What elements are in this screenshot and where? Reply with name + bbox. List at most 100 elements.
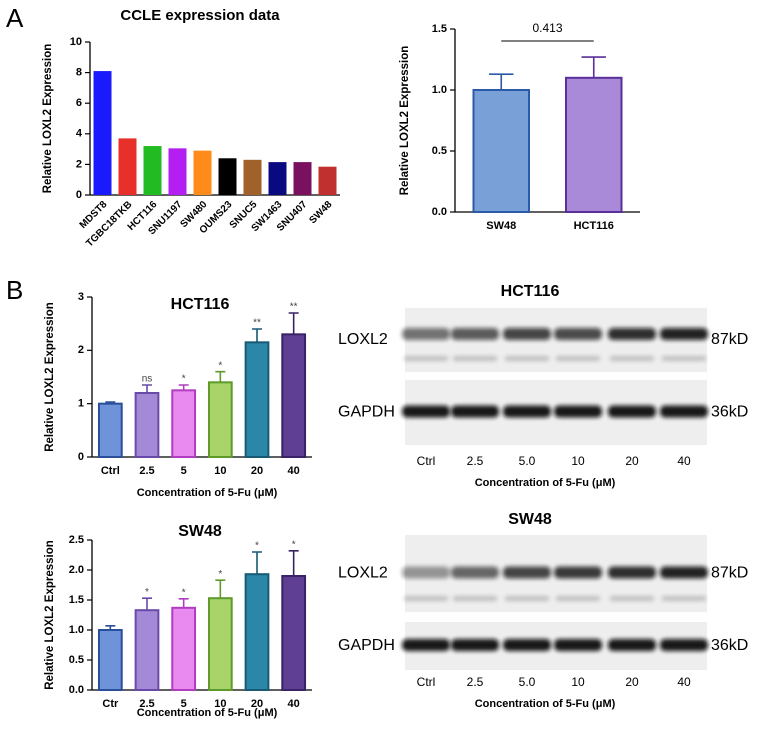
blot-band (660, 639, 708, 651)
y-tick-label: 0.5 (432, 145, 447, 157)
bar (193, 150, 212, 195)
bar (171, 389, 197, 459)
y-tick-label: 3 (78, 291, 84, 303)
bar (218, 158, 237, 195)
error-bar (215, 579, 226, 599)
y-tick-label: 2.5 (69, 534, 84, 546)
x-tick-label: 5 (181, 465, 187, 477)
x-tick-label: SW48 (307, 199, 334, 226)
blot-band (554, 328, 602, 340)
lane-label: 40 (677, 454, 691, 468)
x-tick-label: HCT116 (574, 220, 614, 232)
y-tick-label: 8 (76, 67, 82, 79)
bar (171, 606, 197, 691)
x-tick-label: 10 (214, 698, 226, 710)
bar (97, 402, 123, 458)
lane-label: 5.0 (519, 454, 536, 468)
blot-band (660, 566, 708, 579)
significance-label: * (182, 374, 186, 385)
blot-title: HCT116 (501, 283, 560, 300)
blot-band (608, 639, 656, 651)
x-tick-label: 40 (288, 465, 300, 477)
x-tick-label: 40 (288, 698, 300, 710)
blot-band (554, 639, 602, 651)
blot-x-label: Concentration of 5-Fu (μM) (475, 477, 616, 489)
blot-band (402, 405, 450, 418)
y-tick-label: 0 (78, 451, 84, 463)
blot-band-faint (505, 356, 549, 361)
blot-band (608, 328, 656, 340)
blot-band (554, 566, 602, 579)
y-tick-label: 1.5 (432, 23, 447, 35)
bar (118, 138, 137, 195)
y-axis-label: Relative LOXL2 Expression (399, 46, 411, 196)
x-axis-label: Concentration of 5-Fu (μM) (137, 487, 278, 499)
y-tick-label: 1 (78, 398, 84, 410)
blot-band (503, 405, 551, 418)
bar (244, 341, 270, 459)
blot-row-label: LOXL2 (338, 565, 388, 582)
y-tick-label: 1.0 (432, 84, 447, 96)
error-bar (215, 370, 226, 383)
blot-band (451, 328, 499, 340)
blot-band-faint (556, 596, 600, 601)
x-tick-label: 5 (181, 698, 187, 710)
x-tick-label: 10 (214, 465, 226, 477)
blot-band (503, 328, 551, 340)
blot-band-faint (556, 356, 600, 361)
bar (281, 575, 307, 691)
y-tick-label: 0.0 (69, 684, 84, 696)
lane-label: 5.0 (519, 675, 536, 689)
blot-band (660, 328, 708, 340)
error-bar (105, 625, 116, 630)
blot-size-label: 36kD (711, 404, 748, 421)
chart-title: CCLE expression data (120, 7, 280, 24)
y-tick-label: 2 (78, 344, 84, 356)
x-tick-label: 20 (251, 465, 263, 477)
blot-image (405, 308, 707, 372)
x-tick-label: 2.5 (139, 465, 154, 477)
blot-band (451, 566, 499, 579)
y-axis-label: Relative LOXL2 Expression (42, 44, 54, 194)
chart-title: SW48 (178, 523, 222, 540)
lane-label: 20 (625, 675, 639, 689)
significance-label: ns (142, 374, 153, 385)
significance-label: * (145, 587, 149, 598)
significance-label: * (218, 360, 222, 371)
error-bar (489, 73, 514, 90)
error-bar (178, 384, 189, 391)
blot-band (402, 639, 450, 651)
bar (268, 162, 287, 195)
blot-band-faint (610, 596, 654, 601)
panel-label: A (6, 3, 24, 33)
bar (281, 333, 307, 459)
y-axis-label: Relative LOXL2 Expression (44, 540, 56, 690)
x-tick-label: Ctrl (101, 465, 120, 477)
blot-band-faint (662, 356, 706, 361)
x-tick-label: 2.5 (139, 698, 154, 710)
lane-label: 20 (625, 454, 639, 468)
error-bar (141, 384, 153, 393)
blot-band (554, 405, 602, 418)
significance-label: * (255, 541, 259, 552)
y-tick-label: 4 (76, 128, 83, 140)
blot-row-label: GAPDH (338, 637, 395, 654)
blot-band (503, 639, 551, 651)
y-tick-label: 1.5 (69, 594, 84, 606)
blot-title: SW48 (508, 511, 552, 528)
error-bar (141, 597, 153, 611)
blot-band-faint (453, 356, 497, 361)
bar (93, 71, 112, 195)
lane-label: 40 (677, 675, 691, 689)
error-bar (288, 312, 299, 335)
y-tick-label: 1.0 (69, 624, 84, 636)
blot-band (608, 405, 656, 418)
blot-band-faint (610, 356, 654, 361)
blot-band (402, 566, 450, 579)
bar (97, 629, 123, 691)
y-tick-label: 10 (70, 36, 82, 48)
bar (168, 148, 187, 195)
x-tick-label: Ctr (102, 698, 119, 710)
